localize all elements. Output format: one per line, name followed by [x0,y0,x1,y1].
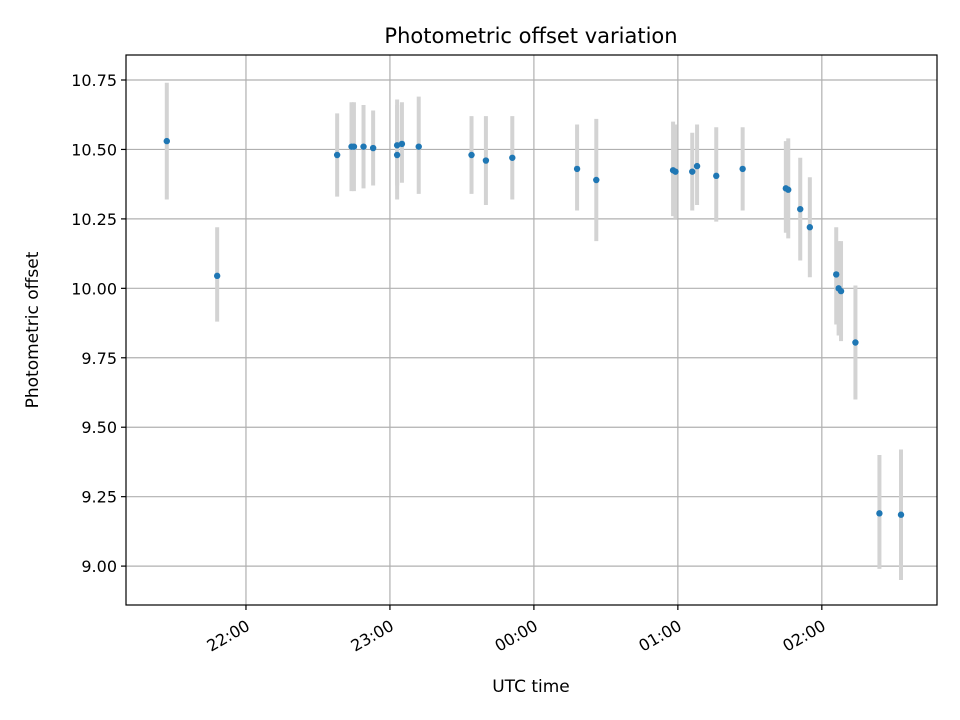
data-point [482,157,490,164]
y-axis-label: Photometric offset [23,251,43,408]
data-point [713,172,720,180]
data-point [369,144,377,152]
y-axis-ticks: 9.00 9.25 9.50 9.75 10.00 10.25 10.50 10.75 [71,71,126,576]
data-point [163,137,170,145]
y-tick-label: 9.25 [81,488,117,507]
data-points [163,137,905,518]
data-point [509,154,516,161]
data-point [739,165,746,173]
data-point [360,143,367,150]
y-tick-label: 10.00 [71,279,117,298]
data-point [398,140,406,148]
data-point [852,339,859,346]
plot-frame [125,54,938,606]
data-point [693,162,701,170]
y-tick-label: 9.00 [81,557,117,576]
y-tick-label: 10.25 [71,210,117,229]
data-point [415,143,422,150]
y-tick-label: 9.50 [81,418,117,437]
y-tick-label: 9.75 [81,349,117,368]
data-point [785,186,792,193]
data-point [806,224,814,231]
data-point [876,510,883,517]
data-point [213,272,221,280]
data-point [593,176,600,184]
y-tick-label: 10.50 [71,140,117,159]
data-point [672,168,679,175]
chart-title: Photometric offset variation [384,24,677,48]
data-point [350,143,358,150]
data-point [393,142,401,149]
data-point [573,165,581,173]
data-point [897,511,905,518]
data-point [333,151,341,159]
data-point [797,205,804,213]
data-point [689,168,696,175]
y-tick-label: 10.75 [71,71,117,90]
data-point [837,287,845,295]
grid [126,55,937,605]
data-point [468,151,475,159]
x-axis-label: UTC time [492,677,570,697]
data-point [393,151,401,159]
data-point [833,271,840,278]
